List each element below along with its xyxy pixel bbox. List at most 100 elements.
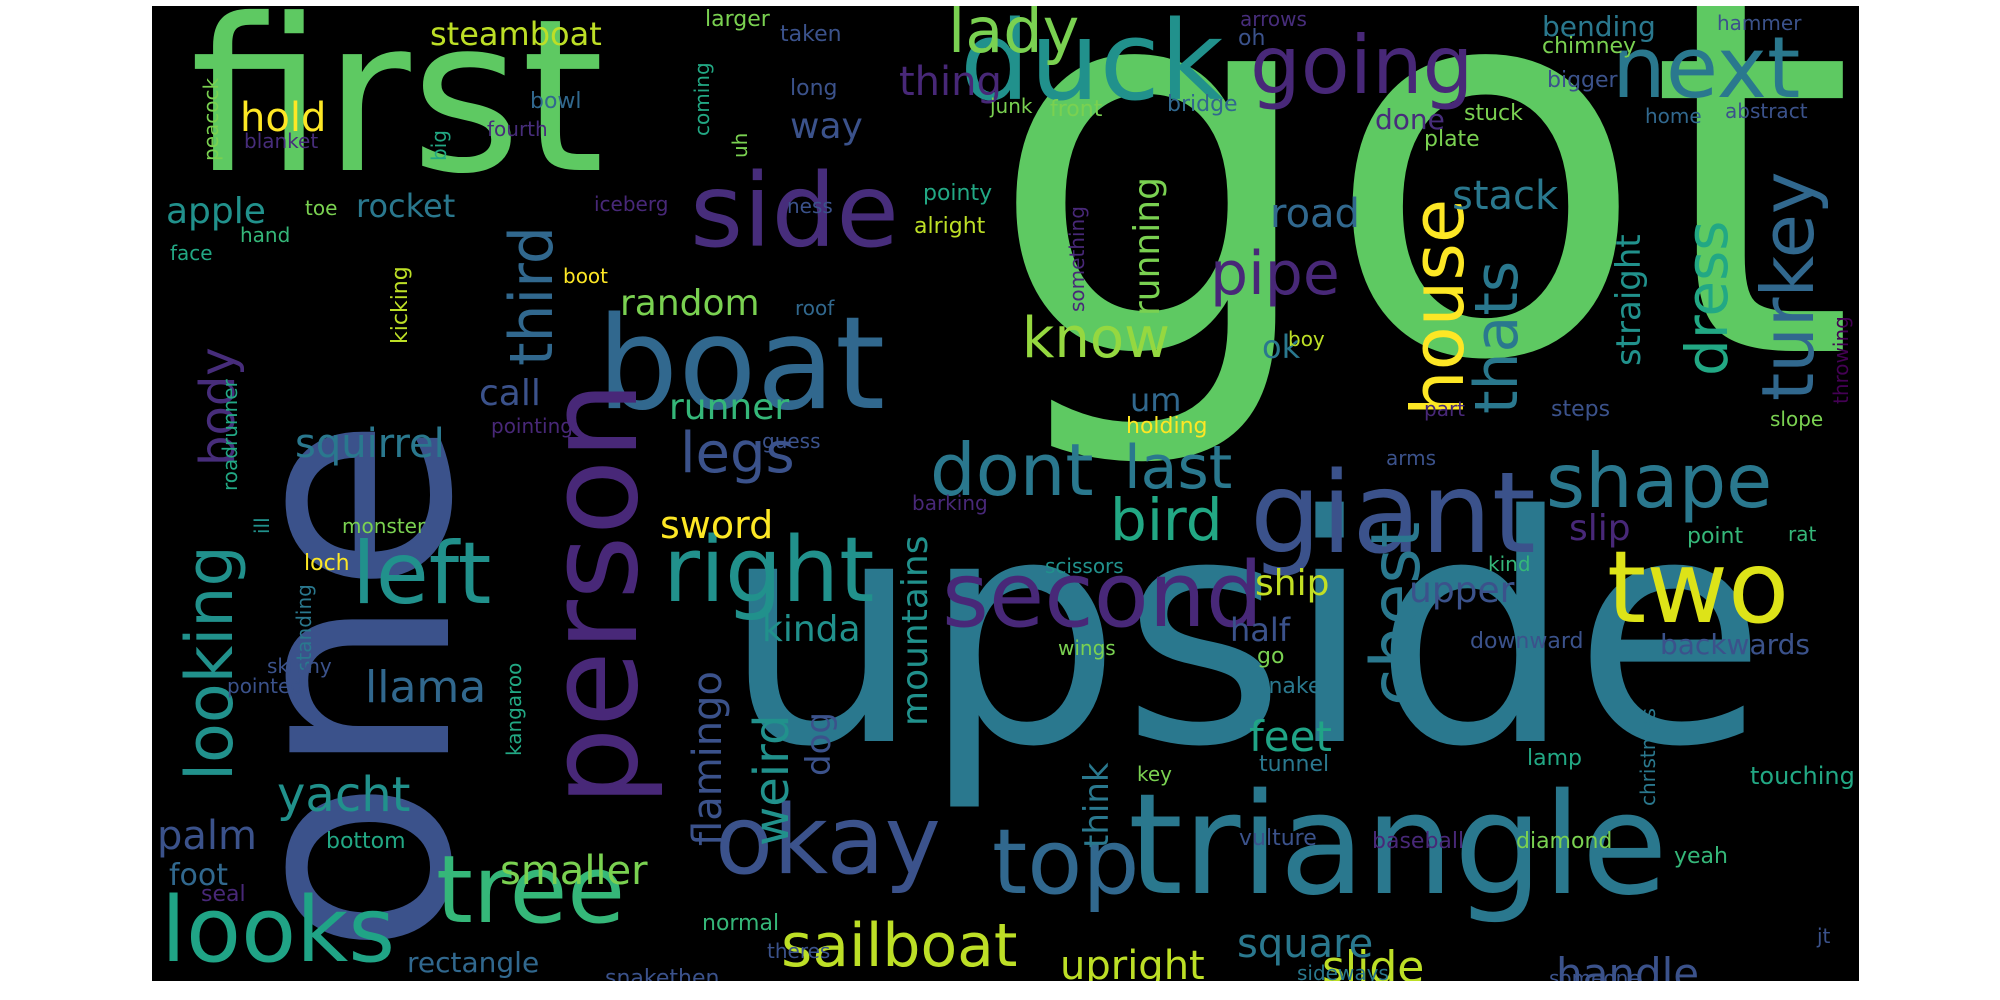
word: running (1127, 177, 1168, 316)
word: ship (1255, 563, 1330, 604)
word: junk (990, 94, 1033, 118)
word: pointed (227, 674, 304, 698)
word: something (1065, 206, 1089, 312)
word: third (497, 226, 567, 366)
word: roof (795, 296, 835, 320)
word: lady (948, 6, 1080, 67)
word: way (790, 106, 863, 147)
word: blanket (244, 129, 319, 153)
word: steps (1551, 397, 1611, 422)
word: wings (1058, 636, 1116, 660)
word: squirrel (295, 421, 445, 467)
word: stuck (1464, 101, 1523, 126)
word: snake (1257, 674, 1322, 699)
word: tunnel (1259, 752, 1330, 777)
word: barking (912, 491, 988, 515)
word: upside (722, 450, 1767, 816)
word: steamboat (430, 15, 602, 53)
word: hand (240, 223, 291, 247)
word: last (1124, 433, 1233, 503)
word: going (1250, 19, 1474, 112)
word: point (1687, 524, 1744, 549)
word: ill (250, 517, 274, 534)
word: boy (1288, 327, 1325, 351)
word: person (522, 380, 666, 806)
word: foot (169, 858, 229, 893)
word-cloud: got upside one first triangle boat perso… (152, 6, 1859, 981)
word: upper (1409, 570, 1515, 611)
word: duck (960, 6, 1224, 125)
word: snakethen (605, 966, 720, 982)
word: alright (914, 214, 986, 239)
word: second (942, 543, 1263, 648)
word: sailboat (781, 911, 1018, 981)
word: part (1424, 397, 1466, 421)
word: rat (1788, 522, 1817, 546)
word: touching (1750, 762, 1855, 790)
word: arms (1386, 446, 1437, 470)
word: call (479, 373, 541, 414)
word: first (190, 6, 605, 220)
word: rocket (356, 187, 456, 225)
word: downward (1470, 629, 1584, 654)
word: runner (669, 387, 790, 428)
word: know (1022, 306, 1170, 371)
word: pointing (491, 414, 573, 438)
word: half (1230, 611, 1291, 649)
word: square (1237, 921, 1374, 967)
word: bigger (1547, 68, 1618, 93)
word: baseball (1372, 829, 1465, 854)
word: chest (1357, 521, 1436, 706)
word: random (620, 283, 760, 324)
word: face (170, 241, 213, 265)
word: side (690, 152, 899, 271)
word: peacock (199, 77, 223, 161)
word: kinda (762, 609, 861, 650)
word: jt (1817, 924, 1831, 948)
word: backwards (1660, 628, 1810, 661)
word: dog (799, 712, 839, 776)
word: plate (1424, 127, 1480, 152)
word: bird (1110, 486, 1223, 554)
word: apple (166, 191, 266, 232)
word: road (1270, 191, 1360, 237)
word: feet (1249, 712, 1332, 761)
word: giant (1250, 449, 1536, 579)
word: got (987, 6, 1856, 476)
word: seal (201, 882, 246, 907)
word: go (1257, 644, 1285, 669)
word: left (352, 524, 492, 624)
word: straight (1609, 234, 1649, 366)
word: guess (762, 429, 821, 453)
word: sword (660, 503, 774, 547)
word: coming (690, 62, 714, 136)
word: diamond (1516, 829, 1613, 854)
word: oh (1238, 26, 1266, 51)
word: handle (1556, 949, 1700, 982)
word: front (1050, 97, 1103, 122)
word: fourth (487, 117, 548, 141)
word: flamingo (685, 671, 731, 846)
word: looking (173, 545, 248, 781)
word: someone (1549, 966, 1641, 981)
word: home (1645, 104, 1702, 128)
word: key (1137, 762, 1173, 786)
word: scissors (1045, 554, 1124, 578)
word: right (663, 518, 875, 623)
word: theres (767, 939, 831, 963)
word: hold (240, 95, 327, 141)
word: bowl (530, 89, 582, 114)
word: pointy (923, 181, 993, 206)
word: boat (597, 290, 886, 439)
word: looks (161, 878, 396, 981)
word: turkey (1746, 171, 1830, 402)
word: loch (304, 551, 350, 576)
word: ness (787, 194, 833, 218)
word: yeah (1674, 844, 1728, 869)
word: okay (715, 786, 941, 896)
word: dont (930, 428, 1094, 512)
word: monster (342, 514, 426, 538)
word: stack (1452, 173, 1559, 219)
word: rectangle (407, 946, 540, 979)
word: vulture (1239, 826, 1317, 851)
